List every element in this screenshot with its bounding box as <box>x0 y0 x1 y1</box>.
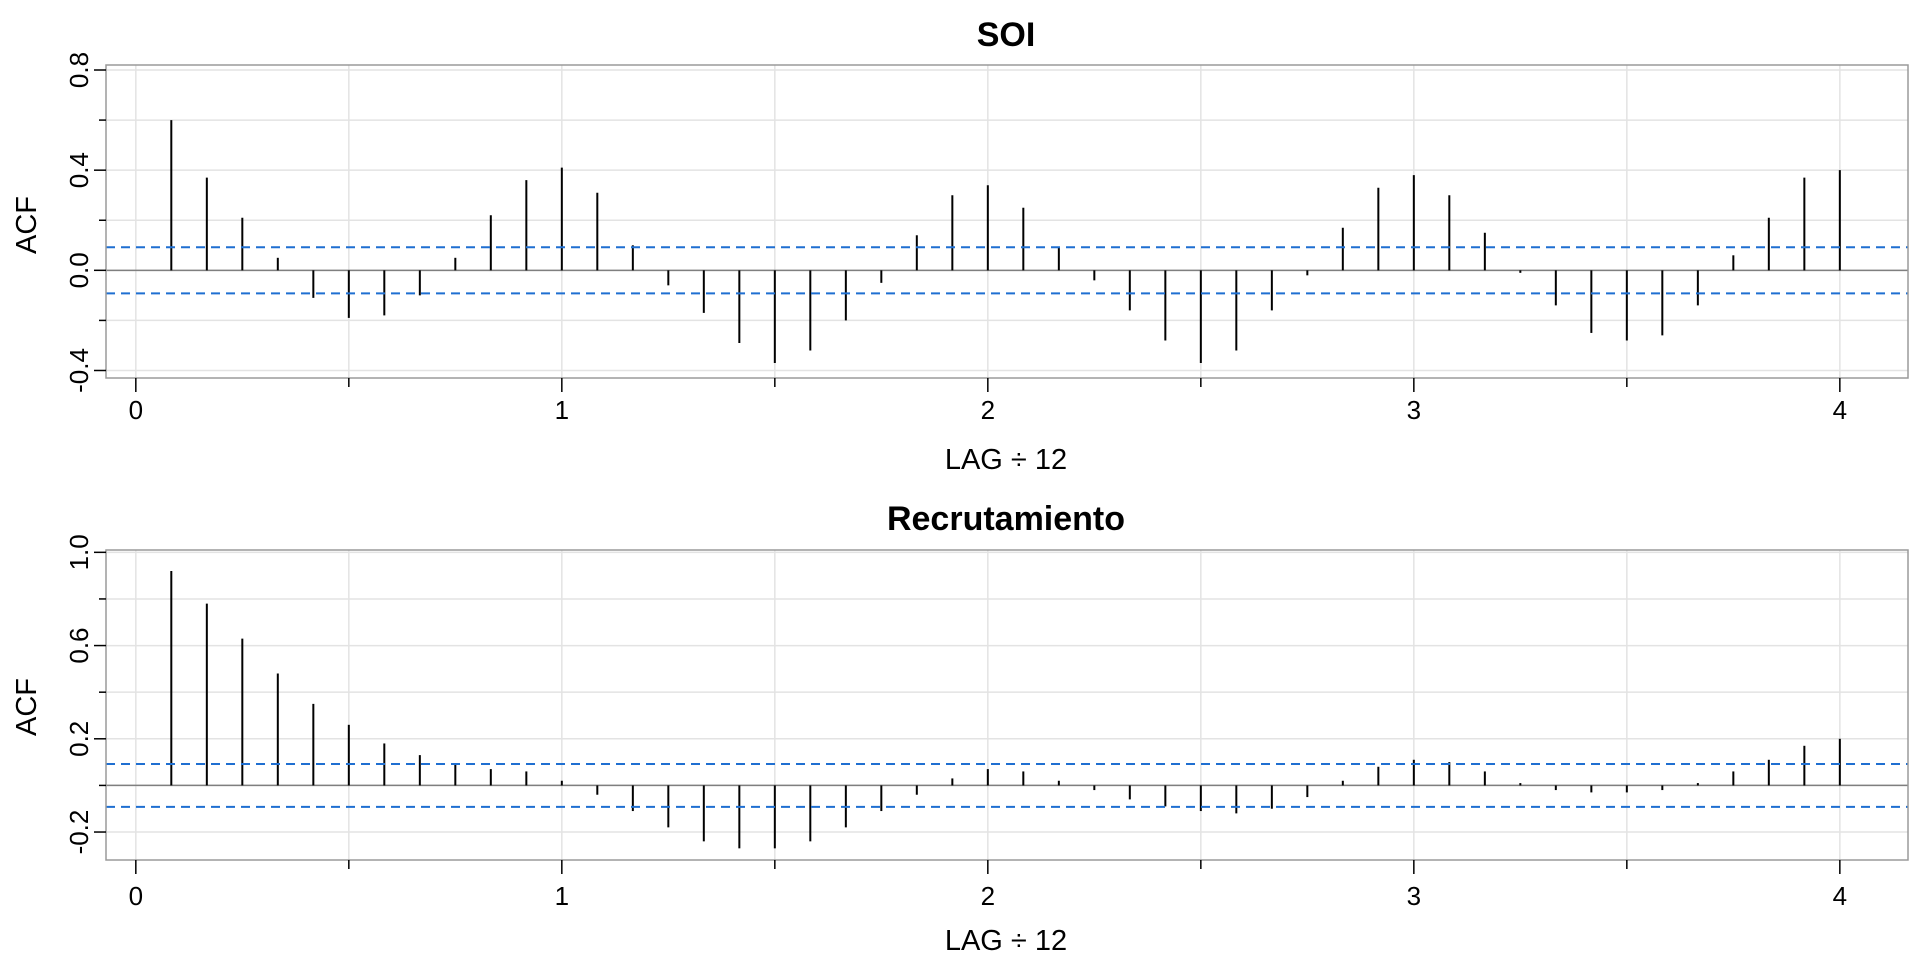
panel-title: Recrutamiento <box>887 500 1125 538</box>
x-tick-label: 4 <box>1833 881 1847 911</box>
x-tick-label: 1 <box>555 881 569 911</box>
x-tick-label: 2 <box>981 395 995 425</box>
y-tick-label: 0.4 <box>64 152 94 188</box>
y-tick-label: -0.2 <box>64 810 94 855</box>
y-axis: -0.4 0.0 0.4 0.8 <box>64 52 106 393</box>
y-tick-label: 0.8 <box>64 52 94 88</box>
x-tick-label: 3 <box>1407 395 1421 425</box>
y-axis-label: ACF <box>11 678 43 736</box>
y-axis-label: ACF <box>11 196 43 254</box>
x-tick-label: 2 <box>981 881 995 911</box>
x-axis-label: LAG ÷ 12 <box>945 444 1067 476</box>
x-axis: 0 1 2 3 4 <box>129 860 1847 911</box>
x-tick-label: 3 <box>1407 881 1421 911</box>
y-tick-label: 0.6 <box>64 627 94 663</box>
x-tick-label: 4 <box>1833 395 1847 425</box>
plot-background <box>106 550 1908 860</box>
panel-title: SOI <box>977 16 1036 54</box>
plot-frame <box>105 64 1909 379</box>
x-axis: 0 1 2 3 4 <box>129 378 1847 425</box>
y-axis: -0.2 0.2 0.6 1.0 <box>64 534 106 854</box>
recrutamiento-acf-panel: Recrutamiento LAG ÷ 12 ACF 0 1 2 3 4 -0.2 0.2 0… <box>11 500 1909 957</box>
acf-spikes <box>170 570 1841 849</box>
y-tick-label: 0.2 <box>64 721 94 757</box>
soi-acf-panel: SOI LAG ÷ 12 ACF 0 1 2 3 4 -0.4 0.0 0.4 0.8 <box>11 16 1909 476</box>
y-tick-label: 1.0 <box>64 534 94 570</box>
x-tick-label: 0 <box>129 395 143 425</box>
x-tick-label: 0 <box>129 881 143 911</box>
plot-area <box>105 64 1909 379</box>
plot-area <box>105 549 1909 861</box>
y-tick-label: 0.0 <box>64 252 94 288</box>
plot-frame <box>105 549 1909 861</box>
acf-spikes <box>170 120 1841 363</box>
x-axis-label: LAG ÷ 12 <box>945 925 1067 957</box>
plot-background <box>106 65 1908 378</box>
y-tick-label: -0.4 <box>64 348 94 393</box>
x-tick-label: 1 <box>555 395 569 425</box>
